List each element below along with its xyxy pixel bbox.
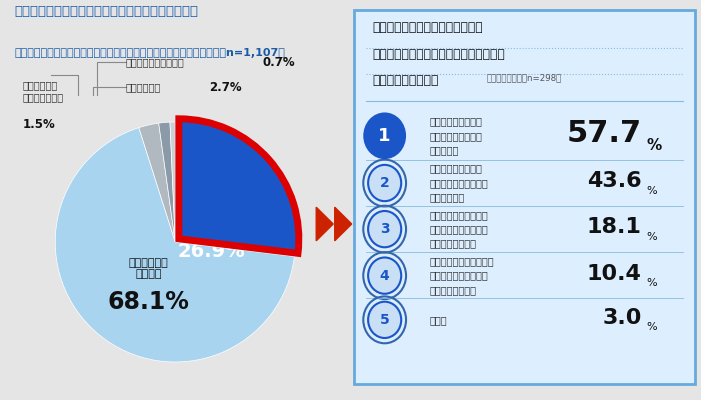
Circle shape: [368, 211, 401, 247]
Text: 補償内容を手厚くした: 補償内容を手厚くした: [430, 224, 489, 234]
Text: （手厚くしたい）: （手厚くしたい）: [430, 238, 477, 248]
Circle shape: [368, 302, 401, 338]
Text: （見直しましたか）: （見直しましたか）: [373, 74, 439, 87]
FancyBboxPatch shape: [353, 10, 695, 384]
Polygon shape: [335, 207, 352, 241]
Text: 18.1: 18.1: [587, 217, 641, 237]
Text: 1.5%: 1.5%: [22, 118, 55, 131]
Circle shape: [368, 165, 401, 201]
Text: 1: 1: [379, 127, 391, 145]
Circle shape: [365, 114, 404, 158]
Text: 自動車保険に
加入していない: 自動車保険に 加入していない: [22, 80, 64, 102]
Text: この一年間、あなたはどのように: この一年間、あなたはどのように: [373, 21, 483, 34]
Wedge shape: [55, 128, 294, 362]
Wedge shape: [158, 122, 175, 242]
Text: 見直そうと思った
（見直した）: 見直そうと思った （見直した）: [186, 216, 236, 237]
Circle shape: [368, 258, 401, 294]
Text: ［複数選択可］（n=298）: ［複数選択可］（n=298）: [486, 74, 562, 83]
Text: 保険会社を替えたい: 保険会社を替えたい: [430, 131, 482, 141]
Text: この一年間、新型コロナウイルス感染拡大の影響で: この一年間、新型コロナウイルス感染拡大の影響で: [15, 5, 198, 18]
Text: 10.4: 10.4: [587, 264, 641, 284]
Text: 3: 3: [380, 222, 390, 236]
Text: %: %: [647, 186, 658, 196]
Text: 57.7: 57.7: [566, 119, 641, 148]
Text: あなたは自動車保険を見直そうと思いましたか。（見直しましたか）（n=1,107）: あなたは自動車保険を見直そうと思いましたか。（見直しましたか）（n=1,107）: [15, 48, 285, 58]
Wedge shape: [179, 119, 299, 253]
Text: 5: 5: [380, 313, 390, 327]
Wedge shape: [139, 123, 175, 242]
Text: 2: 2: [380, 176, 390, 190]
Text: 3.0: 3.0: [602, 308, 641, 328]
Text: 68.1%: 68.1%: [108, 290, 190, 314]
Text: 補償内容を変更したい: 補償内容を変更したい: [430, 178, 489, 188]
Text: 答えたくない: 答えたくない: [125, 82, 161, 92]
Text: 自動車保険を見直そうと思いましたか。: 自動車保険を見直そうと思いましたか。: [373, 48, 505, 61]
Text: 見直そうとは
思わない: 見直そうとは 思わない: [129, 258, 169, 279]
Text: （変更した）: （変更した）: [430, 192, 465, 202]
Text: 43.6: 43.6: [587, 171, 641, 191]
Polygon shape: [316, 207, 333, 241]
Text: 2.7%: 2.7%: [210, 81, 243, 94]
Text: 保険料を減らすため: 保険料を減らすため: [430, 164, 482, 174]
Text: %: %: [647, 232, 658, 242]
Text: %: %: [647, 278, 658, 288]
Text: %: %: [647, 322, 658, 332]
Wedge shape: [170, 122, 175, 242]
Text: 使用目的が変わったため: 使用目的が変わったため: [430, 256, 494, 266]
Text: %: %: [647, 138, 662, 153]
Text: （手厚くしたい）: （手厚くしたい）: [430, 285, 477, 295]
Text: 0.7%: 0.7%: [262, 56, 295, 68]
Text: その他: その他: [430, 315, 447, 325]
Text: 自動車保険を解約した: 自動車保険を解約した: [125, 57, 184, 67]
Text: 4: 4: [380, 269, 390, 283]
Text: （替えた）: （替えた）: [430, 145, 459, 155]
Text: 使用頻度が増えたため: 使用頻度が増えたため: [430, 210, 489, 220]
Text: 補償内容を手厚くした: 補償内容を手厚くした: [430, 271, 489, 281]
Text: 26.9%: 26.9%: [177, 242, 245, 261]
Text: 保険料を減らすため: 保険料を減らすため: [430, 116, 482, 126]
